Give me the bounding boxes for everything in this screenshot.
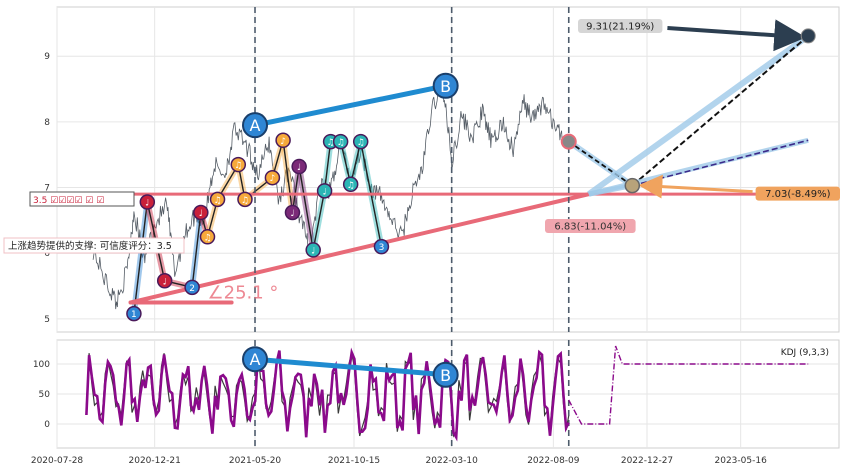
ab-point-b-price <box>432 72 459 99</box>
pattern-marker <box>316 183 333 199</box>
rating-box <box>29 191 135 207</box>
pattern-marker <box>184 279 200 296</box>
pattern-marker <box>199 229 216 245</box>
y-tick-label-price: 6 <box>44 249 50 259</box>
support-trendline <box>128 192 591 305</box>
wave-segment-core <box>298 166 314 251</box>
wave-segment-core <box>133 201 149 314</box>
ab-point-label-price: B <box>440 77 451 96</box>
x-tick-label: 2020-07-28 <box>31 456 84 466</box>
y-tick-label-price: 9 <box>44 52 50 62</box>
pattern-marker <box>209 191 226 208</box>
pattern-marker <box>139 194 156 210</box>
x-tick-label: 2022-03-10 <box>426 456 479 466</box>
y-tick-label-kdj: 100 <box>33 360 50 370</box>
x-tick-label: 2022-12-27 <box>621 456 673 466</box>
y-tick-label-price: 7 <box>44 184 50 194</box>
forecast-down-leg <box>568 140 633 187</box>
pattern-marker-label: ♩ <box>163 277 167 287</box>
x-tick-label: 2023-05-16 <box>715 456 768 466</box>
kdj-legend: KDJ (9,3,3) <box>781 348 829 358</box>
forecast-up-leg <box>631 35 809 187</box>
ab-point-a-price <box>242 112 269 139</box>
y-tick-label-kdj: 50 <box>39 390 51 400</box>
pattern-marker-label: 1 <box>131 310 137 320</box>
forecast-up-arrow <box>667 19 807 52</box>
wave-segment-core <box>282 140 294 213</box>
forecast-target-marker <box>800 28 816 44</box>
pattern-marker-label: ♫ <box>347 181 355 191</box>
pattern-marker <box>126 305 142 322</box>
pattern-marker <box>332 133 349 150</box>
pattern-marker-label: ♩ <box>322 187 326 197</box>
forecast-target-down-label-box <box>755 186 840 201</box>
forecast-target-down-label: 7.03(-8.49%) <box>765 189 831 200</box>
pattern-marker-label: ♫ <box>203 233 211 243</box>
pattern-marker <box>373 238 390 255</box>
forecast-target-up-label: 9.31(21.19%) <box>586 22 654 33</box>
pattern-marker-label: ♫ <box>214 196 222 206</box>
wave-segment-core <box>312 190 326 251</box>
pattern-marker <box>275 132 291 149</box>
support-note-box <box>3 237 185 254</box>
pattern-marker-label: ♫ <box>337 138 345 148</box>
pattern-marker <box>230 156 247 173</box>
ab-point-label-kdj: B <box>440 366 451 385</box>
pattern-marker <box>284 204 301 221</box>
pattern-marker-label: ♩ <box>297 163 301 173</box>
support-note-text: 上涨趋势提供的支撑: 可信度评分：3.5 <box>8 240 172 252</box>
y-tick-label-price: 8 <box>44 118 50 128</box>
pattern-marker <box>352 133 369 150</box>
angle-label: ∠25.1 ° <box>208 282 279 303</box>
pattern-marker <box>237 191 253 208</box>
wave-segment-core <box>191 212 202 288</box>
pattern-marker-label: ♪ <box>270 174 276 184</box>
kdj-k-line <box>85 347 570 442</box>
forecast-support-label-box <box>545 219 636 233</box>
ab-point-b-kdj <box>432 361 459 388</box>
y-tick-label-kdj: 0 <box>44 420 50 430</box>
pattern-marker-label: ♫ <box>357 138 365 148</box>
pattern-marker <box>291 158 307 175</box>
ab-point-label-price: A <box>250 116 261 135</box>
ab-point-a-kdj <box>242 346 269 373</box>
price-panel <box>56 6 840 333</box>
ab-channel-line-price <box>252 83 449 128</box>
pattern-marker-label: 2 <box>189 284 195 294</box>
pattern-marker-label: ♩ <box>145 199 149 209</box>
pattern-marker <box>342 176 359 193</box>
pattern-marker <box>193 204 209 221</box>
x-tick-label: 2021-10-15 <box>328 456 380 466</box>
ab-point-label-kdj: A <box>250 350 261 369</box>
pattern-marker-label: ♫ <box>327 138 335 148</box>
y-tick-label-price: 5 <box>44 315 50 325</box>
forecast-down-arrow <box>638 174 753 199</box>
x-tick-label: 2020-12-21 <box>129 456 181 466</box>
pattern-marker-label: ♪ <box>280 137 286 147</box>
x-tick-label: 2022-08-09 <box>527 456 580 466</box>
pattern-marker-label: ♩ <box>290 209 294 219</box>
forecast-up-leg-glow <box>587 33 810 197</box>
kdj-projection-line <box>568 345 809 425</box>
forecast-start-marker <box>560 133 577 150</box>
rating-box-text: 3.5 ☑☑☑☑ ☑ ☑ <box>33 196 104 206</box>
wave-segment-core <box>323 141 332 191</box>
pattern-marker-label: ♩ <box>199 209 203 219</box>
pattern-marker-label: ♩ <box>311 246 315 256</box>
ab-channel-line-kdj <box>252 356 449 378</box>
pattern-marker-label: 3 <box>379 243 385 253</box>
pattern-marker-label: ♫ <box>234 161 242 171</box>
forecast-target-up-label-box <box>578 19 663 33</box>
pattern-marker <box>264 169 281 186</box>
pattern-marker <box>156 273 173 289</box>
forecast-support-label: 6.83(-11.04%) <box>554 222 626 233</box>
forecast-pivot-marker <box>624 177 641 194</box>
x-tick-label: 2021-05-20 <box>229 456 282 466</box>
pattern-marker <box>305 242 321 258</box>
pattern-marker-label: ♫ <box>241 196 249 206</box>
